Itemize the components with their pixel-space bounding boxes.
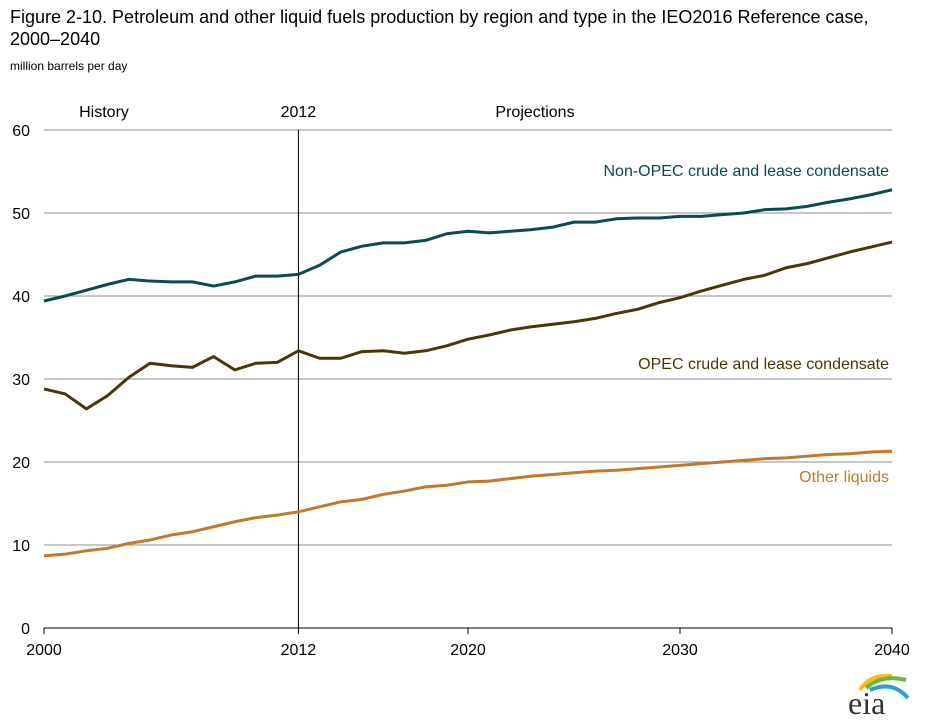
x-tick-label: 2012	[281, 642, 317, 659]
series-line-2	[43, 449, 893, 558]
series-label: Other liquids	[799, 469, 889, 486]
x-tick-label: 2030	[662, 642, 698, 659]
x-tick-label: 2000	[26, 642, 62, 659]
y-axis-units: million barrels per day	[10, 59, 128, 73]
projections-label: Projections	[495, 104, 574, 121]
series-line-1	[43, 240, 893, 411]
chart-title: Figure 2-10. Petroleum and other liquid …	[10, 7, 869, 49]
divider-year-label: 2012	[281, 104, 317, 121]
x-tick-label: 2020	[450, 642, 486, 659]
y-tick-label: 0	[21, 621, 30, 638]
series-line-0	[43, 188, 893, 303]
y-tick-label: 20	[12, 455, 30, 472]
series-label: OPEC crude and lease condensate	[638, 356, 889, 373]
y-tick-label: 60	[12, 123, 30, 140]
y-tick-label: 40	[12, 289, 30, 306]
y-tick-label: 50	[12, 206, 30, 223]
y-tick-label: 30	[12, 372, 30, 389]
history-label: History	[79, 104, 129, 121]
y-tick-label: 10	[12, 538, 30, 555]
svg-text:eia: eia	[848, 685, 885, 718]
series-label: Non-OPEC crude and lease condensate	[603, 163, 889, 180]
x-tick-label: 2040	[874, 642, 910, 659]
eia-logo: eia	[848, 673, 910, 718]
